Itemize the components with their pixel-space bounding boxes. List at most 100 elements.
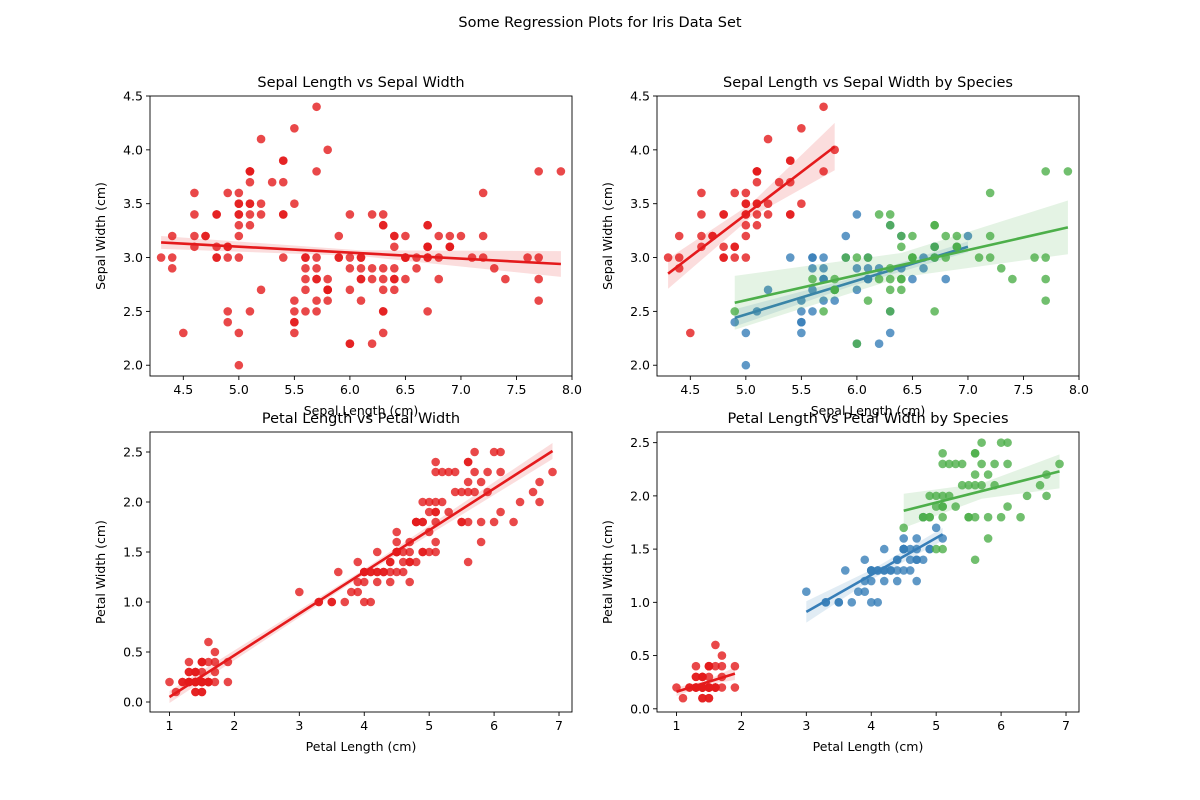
data-point [711,640,720,650]
x-tick-label: 7 [555,718,563,733]
data-point [470,467,479,477]
data-point [245,177,255,187]
x-tick-label: 5.5 [791,382,811,397]
regression-line [667,145,836,275]
data-point [204,637,213,647]
data-point [874,274,884,284]
data-point [797,199,806,208]
data-point [830,296,839,305]
data-point [852,285,862,295]
data-point [437,467,447,477]
data-point [957,459,967,469]
data-point [234,231,244,241]
data-point [353,577,363,587]
data-point [345,285,355,295]
data-point [184,667,194,677]
data-point [808,307,817,316]
data-point [301,307,310,316]
data-point [423,220,432,230]
data-point [892,566,902,575]
data-point [535,477,544,487]
data-point [392,567,402,577]
data-point [534,296,543,305]
data-point [534,274,543,284]
data-point [1008,274,1017,284]
data-point [290,199,299,208]
chart-panel-petal-species: 1 2 3 4 5 6 7 0.0 0.5 1.0 1.5 2.0 2.5 Petal Length (c… [600,411,1080,754]
data-point [424,507,434,517]
data-point [323,285,332,295]
data-point [741,220,751,230]
data-point [931,491,941,501]
data-point [970,470,980,479]
x-axis-label: Petal Length (cm) [813,739,924,754]
data-point [496,507,505,517]
x-tick-label: 5.5 [284,382,304,397]
data-point [852,210,862,219]
data-point [444,507,453,517]
data-point [234,210,244,219]
data-point [819,253,828,262]
data-point [418,497,427,507]
data-point [278,210,288,219]
data-point [964,480,973,490]
data-point [1042,491,1051,501]
data-point [1041,167,1050,176]
data-point [353,557,363,567]
y-tick-label: 4.0 [630,142,650,157]
data-point [874,339,884,348]
data-point [908,253,917,262]
x-tick-label: 3 [802,718,810,733]
data-point [212,253,221,262]
data-point [830,285,839,295]
data-point [863,264,873,273]
data-point [301,285,310,295]
data-point [752,220,762,230]
data-point [353,587,363,597]
data-point [912,534,921,543]
data-point [763,199,773,208]
data-point [1016,512,1025,522]
series-virginica [899,438,1064,565]
data-point [819,264,828,273]
data-point [398,567,408,577]
data-point [256,199,266,208]
data-point [977,480,986,490]
data-point [327,597,337,607]
data-point [908,274,917,284]
data-point [301,274,310,284]
y-tick-label: 3.0 [630,250,650,265]
x-axis-label: Petal Length (cm) [306,739,417,754]
data-point [797,328,806,338]
data-point [223,253,233,262]
y-tick-label: 2.5 [630,304,650,319]
data-point [874,210,884,219]
data-point [534,253,543,262]
data-point [704,661,714,671]
data-point [952,231,962,241]
data-point [424,497,434,507]
data-point [401,274,410,284]
chart-panel-petal-all: 1 2 3 4 5 6 7 0.0 0.5 1.0 1.5 2.0 2.5 Petal Length (c… [93,411,573,754]
data-point [167,253,177,262]
data-point [860,587,870,596]
data-point [463,517,473,527]
data-point [431,467,440,477]
data-point [223,317,233,327]
data-point [802,587,811,596]
x-tick-label: 4.5 [680,382,700,397]
data-point [741,360,751,370]
figure-suptitle: Some Regression Plots for Iris Data Set [458,15,741,31]
data-point [234,199,244,208]
data-point [691,672,701,682]
data-point [808,264,817,273]
data-point [763,210,773,219]
x-tick-label: 7.5 [1014,382,1034,397]
data-point [501,274,510,284]
x-tick-label: 5 [425,718,433,733]
data-point [704,693,714,703]
data-point [345,339,355,348]
data-point [964,512,973,522]
data-point [847,598,857,607]
